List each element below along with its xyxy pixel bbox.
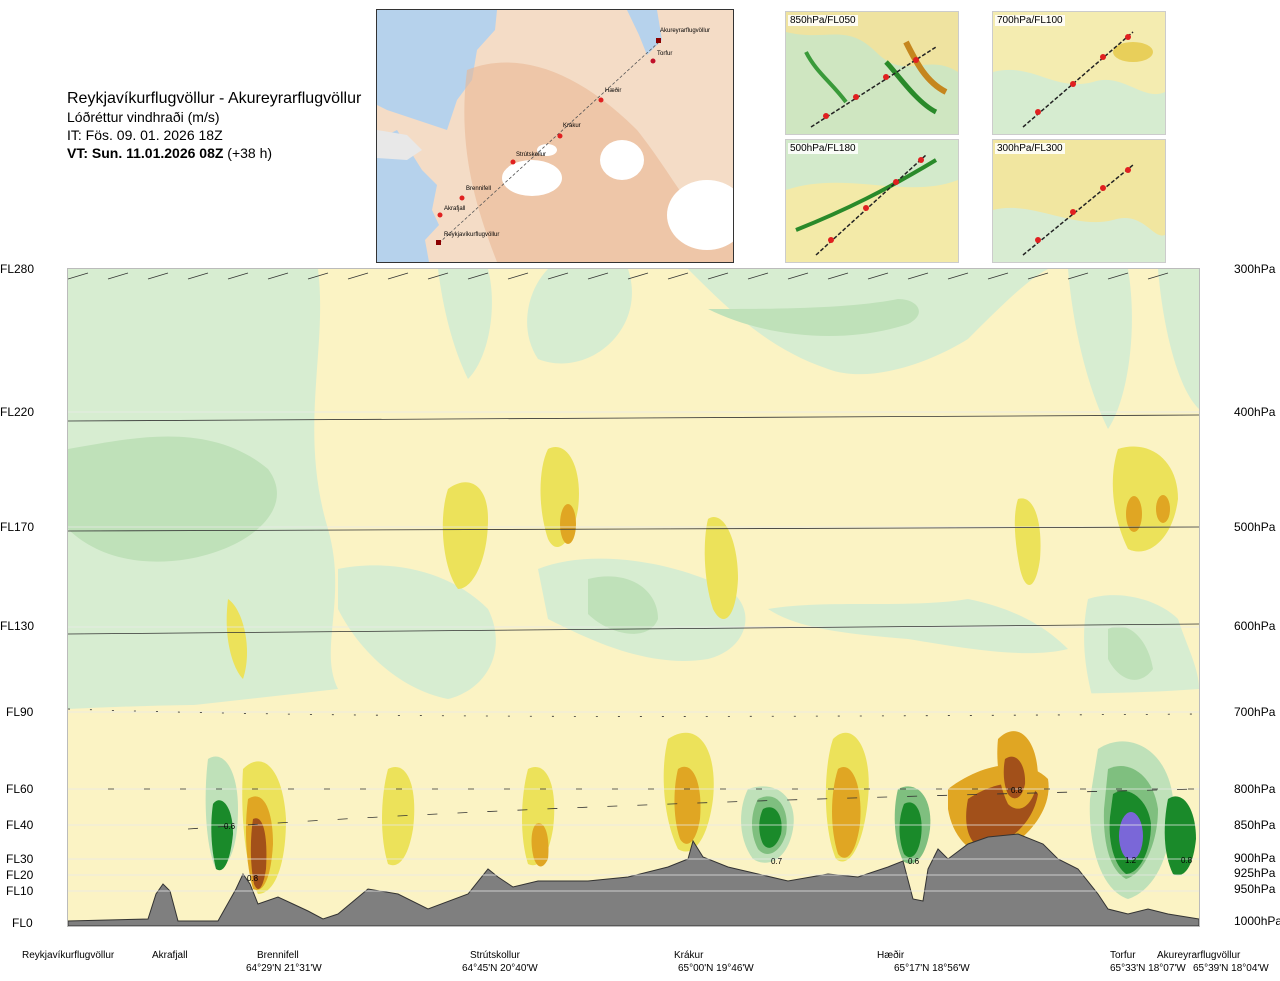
coord-brennifell: 64°29'N 21°31'W	[246, 963, 322, 974]
cell-label-3: 0.7	[771, 857, 783, 866]
level-left-fl170: FL170	[0, 520, 35, 534]
route-title: Reykjavíkurflugvöllur - Akureyrarflugvöl…	[67, 90, 362, 107]
location-akureyri: Akureyrarflugvöllur	[1157, 950, 1241, 961]
variable-title: Lóðréttur vindhraði (m/s)	[67, 109, 220, 125]
cell-label-4: 0.6	[908, 857, 920, 866]
mini-map-700: 700hPa/FL100	[992, 11, 1166, 135]
route-map: Akureyrarflugvöllur Torfur Hæðir Krákur …	[376, 9, 734, 263]
level-left-fl90: FL90	[6, 705, 34, 719]
lead-time: (+38 h)	[223, 145, 273, 161]
level-right-800: 800hPa	[1234, 782, 1276, 796]
valid-time: VT: Sun. 11.01.2026 08Z	[67, 145, 224, 161]
location-krakur: Krákur	[674, 950, 704, 961]
level-left-fl0: FL0	[12, 916, 33, 930]
level-right-500: 500hPa	[1234, 520, 1276, 534]
location-akrafjall: Akrafjall	[152, 950, 188, 961]
coord-torfur: 65°33'N 18°07'W	[1110, 963, 1186, 974]
mini-map-850-label: 850hPa/FL050	[788, 15, 858, 26]
level-right-950: 950hPa	[1234, 882, 1276, 896]
level-left-fl130: FL130	[0, 619, 35, 633]
mini-map-300-label: 300hPa/FL300	[995, 143, 1065, 154]
cell-label-6: 1.2	[1125, 856, 1137, 865]
mini-map-500-label: 500hPa/FL180	[788, 143, 858, 154]
location-strutskollur: Strútskollur	[470, 950, 521, 961]
valid-time-row: VT: Sun. 11.01.2026 08Z (+38 h)	[67, 144, 361, 162]
route-map-drawing	[377, 10, 733, 262]
map-label-reykjavik: Reykjavíkurflugvöllur	[444, 232, 500, 238]
mini-map-300-drawing	[993, 140, 1165, 262]
chart-title-block: Reykjavíkurflugvöllur - Akureyrarflugvöl…	[67, 90, 361, 162]
level-left-fl10: FL10	[6, 884, 34, 898]
coord-akureyri: 65°39'N 18°04'W	[1193, 963, 1269, 974]
cross-section-drawing	[68, 269, 1199, 926]
map-label-brennifell: Brennifell	[466, 186, 492, 192]
cell-label-7: 0.8	[1181, 856, 1193, 865]
level-right-1000: 1000hPa	[1234, 914, 1280, 928]
level-right-850: 850hPa	[1234, 818, 1276, 832]
level-right-300: 300hPa	[1234, 262, 1276, 276]
mini-map-700-drawing	[993, 12, 1165, 134]
coord-haedir: 65°17'N 18°56'W	[894, 963, 970, 974]
level-left-fl40: FL40	[6, 818, 34, 832]
mini-map-850: 850hPa/FL050	[785, 11, 959, 135]
mini-map-850-drawing	[786, 12, 958, 134]
location-haedir: Hæðir	[877, 950, 905, 961]
map-label-akureyri: Akureyrarflugvöllur	[660, 28, 711, 34]
level-right-600: 600hPa	[1234, 619, 1276, 633]
level-left-fl20: FL20	[6, 868, 34, 882]
map-label-haedir: Hæðir	[605, 88, 622, 94]
coord-krakur: 65°00'N 19°46'W	[678, 963, 754, 974]
level-right-925: 925hPa	[1234, 866, 1276, 880]
cell-label-5: 0.8	[1011, 786, 1023, 795]
cell-label-1: 0.6	[224, 822, 236, 831]
map-label-akrafjall: Akrafjall	[444, 206, 466, 212]
level-right-700: 700hPa	[1234, 705, 1276, 719]
mini-map-500: 500hPa/FL180	[785, 139, 959, 263]
location-brennifell: Brennifell	[257, 950, 299, 961]
location-torfur: Torfur	[1110, 950, 1136, 961]
cross-section-plot: 0.6 0.8 0.7 0.6 0.8 1.2 0.8	[67, 268, 1200, 927]
map-label-krakur: Krákur	[563, 123, 581, 129]
coord-strutskollur: 64°45'N 20°40'W	[462, 963, 538, 974]
location-reykjavik: Reykjavíkurflugvöllur	[22, 950, 115, 961]
cell-label-2: 0.8	[247, 874, 259, 883]
level-right-900: 900hPa	[1234, 851, 1276, 865]
level-left-fl60: FL60	[6, 782, 34, 796]
mini-map-500-drawing	[786, 140, 958, 262]
issue-time: IT: Fös. 09. 01. 2026 18Z	[67, 127, 223, 143]
mini-map-300: 300hPa/FL300	[992, 139, 1166, 263]
map-label-torfur: Torfur	[657, 51, 673, 57]
level-left-fl220: FL220	[0, 405, 35, 419]
mini-map-700-label: 700hPa/FL100	[995, 15, 1065, 26]
level-left-fl280: FL280	[0, 262, 35, 276]
map-label-strutskollur: Strútskollur	[516, 152, 547, 158]
level-right-400: 400hPa	[1234, 405, 1276, 419]
level-left-fl30: FL30	[6, 852, 34, 866]
